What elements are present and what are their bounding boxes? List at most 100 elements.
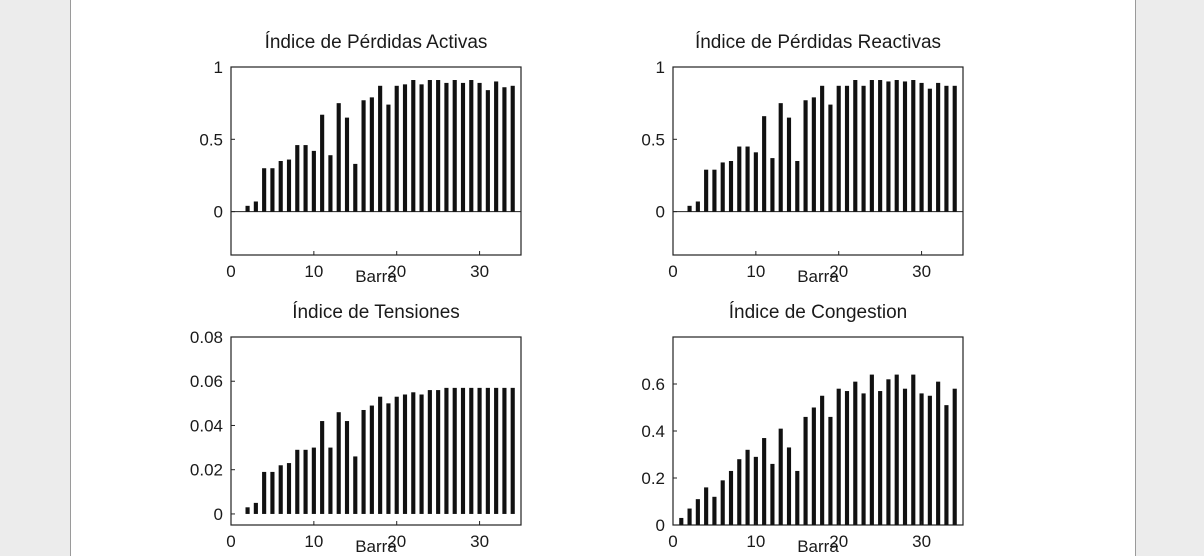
x-tick-label-4-10: 10 <box>746 532 765 551</box>
bar-2-18 <box>820 85 825 212</box>
bar-1-3 <box>253 201 258 212</box>
bar-4-33 <box>944 405 949 525</box>
bar-4-7 <box>728 470 734 525</box>
y-tick-label-4-0: 0 <box>656 516 665 535</box>
x-tick-label-2-20: 20 <box>829 262 848 281</box>
bar-4-24 <box>869 374 874 525</box>
bar-1-9 <box>303 145 308 212</box>
bar-2-23 <box>861 85 866 212</box>
bar-2-8 <box>737 146 742 212</box>
bar-3-13 <box>336 412 341 514</box>
bar-3-16 <box>361 409 366 514</box>
bar-4-11 <box>762 438 767 525</box>
y-tick-label-3-1: 0.02 <box>190 461 223 480</box>
bar-4-4 <box>704 487 709 525</box>
y-tick-label-1-0: 0 <box>214 203 223 222</box>
bar-2-25 <box>878 80 883 212</box>
bar-2-10 <box>753 152 758 212</box>
bar-3-10 <box>311 447 316 514</box>
bar-1-2 <box>245 205 250 212</box>
bar-2-32 <box>936 82 941 212</box>
bar-3-4 <box>262 471 267 514</box>
bar-3-15 <box>353 456 358 514</box>
bar-1-7 <box>286 159 292 212</box>
bar-1-18 <box>378 85 383 212</box>
bar-3-9 <box>303 449 308 514</box>
bar-2-22 <box>853 80 858 212</box>
bar-3-28 <box>460 387 466 514</box>
bar-1-17 <box>369 97 374 212</box>
bar-2-11 <box>762 116 767 212</box>
bar-2-3 <box>695 201 700 212</box>
x-tick-label-1-30: 30 <box>470 262 489 281</box>
chart-panel-4: Índice de Congestion Barra 0 10 20 30 0 0.2 0.… <box>641 302 964 556</box>
chart-title-4: Índice de Congestion <box>729 302 908 323</box>
bar-2-26 <box>886 81 891 212</box>
bar-3-5 <box>270 471 275 514</box>
x-tick-label-1-0: 0 <box>226 262 235 281</box>
bar-1-20 <box>394 85 399 212</box>
bar-4-23 <box>861 393 866 525</box>
bar-1-21 <box>402 84 408 212</box>
chart-panel-1: Índice de Pérdidas Activas Barra 0 10 20 30… <box>199 32 522 286</box>
bar-4-9 <box>745 449 750 525</box>
y-tick-label-2-2: 1 <box>656 58 665 77</box>
bar-3-6 <box>278 465 283 514</box>
y-tick-label-4-3: 0.6 <box>641 375 665 394</box>
bar-1-11 <box>320 114 325 212</box>
bar-4-27 <box>894 374 899 525</box>
bar-3-25 <box>436 390 441 514</box>
bar-2-12 <box>770 158 775 212</box>
y-tick-label-1-2: 1 <box>214 58 223 77</box>
bar-1-31 <box>485 90 490 212</box>
bar-3-18 <box>378 396 383 514</box>
bar-3-7 <box>286 463 292 514</box>
bar-2-27 <box>894 80 899 212</box>
bar-2-16 <box>803 100 808 212</box>
bar-1-34 <box>510 85 515 212</box>
bar-2-30 <box>919 82 924 212</box>
bar-2-6 <box>720 162 725 212</box>
bar-2-28 <box>902 81 908 212</box>
bar-4-22 <box>853 381 858 525</box>
bar-3-17 <box>369 405 374 514</box>
bar-1-30 <box>477 82 482 212</box>
bar-4-21 <box>844 391 850 525</box>
bar-4-31 <box>927 395 932 525</box>
bar-4-3 <box>695 499 700 525</box>
y-tick-label-1-1: 0.5 <box>199 130 223 149</box>
bar-2-7 <box>728 161 734 212</box>
bar-1-32 <box>494 81 499 212</box>
bar-4-1 <box>679 517 684 525</box>
bar-2-19 <box>828 104 833 212</box>
bar-1-19 <box>386 104 391 212</box>
bar-3-33 <box>502 387 507 514</box>
bar-1-6 <box>278 161 283 212</box>
bar-4-2 <box>687 508 692 525</box>
bar-3-11 <box>320 421 325 514</box>
bar-1-25 <box>436 80 441 212</box>
bar-3-24 <box>427 390 432 514</box>
figure: Índice de Pérdidas Activas Barra 0 10 20 30… <box>70 0 1136 556</box>
bar-1-16 <box>361 100 366 212</box>
chart-title-2: Índice de Pérdidas Reactivas <box>695 32 941 53</box>
bar-3-26 <box>444 387 449 514</box>
bar-2-17 <box>811 97 816 212</box>
bar-1-13 <box>336 103 341 212</box>
x-tick-label-1-20: 20 <box>387 262 406 281</box>
bar-2-4 <box>704 169 709 212</box>
x-axis-label-3: Barra <box>355 537 397 556</box>
bar-4-19 <box>828 416 833 525</box>
x-axis-label-2: Barra <box>797 267 839 286</box>
bar-3-2 <box>245 507 250 514</box>
y-tick-label-3-0: 0 <box>214 505 223 524</box>
x-tick-label-2-10: 10 <box>746 262 765 281</box>
bar-1-23 <box>419 84 424 212</box>
y-tick-label-2-0: 0 <box>656 203 665 222</box>
chart-panel-2: Índice de Pérdidas Reactivas Barra 0 10 20… <box>641 32 964 286</box>
y-tick-label-3-3: 0.06 <box>190 372 223 391</box>
bar-4-32 <box>936 381 941 525</box>
bar-3-34 <box>510 387 515 514</box>
bar-2-33 <box>944 85 949 212</box>
bar-3-29 <box>469 387 474 514</box>
